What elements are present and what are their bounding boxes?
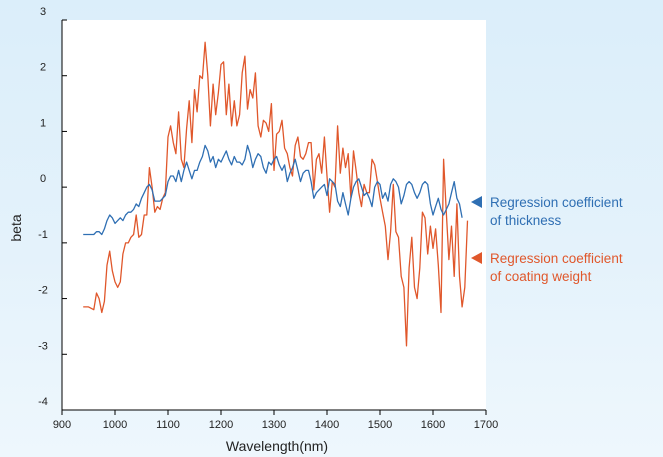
legend-label-coating-weight-line1: Regression coefficient: [490, 251, 623, 266]
y-tick-label: 3: [40, 6, 46, 18]
legend-label-thickness-line2: of thickness: [490, 213, 562, 228]
x-tick-label: 1300: [262, 419, 286, 431]
x-tick-label: 1200: [209, 419, 233, 431]
y-tick-label: -1: [38, 229, 48, 241]
y-tick-label: -4: [38, 396, 48, 408]
x-tick-label: 1000: [103, 419, 127, 431]
legend-marker-coating-weight: [471, 252, 482, 264]
x-tick-label: 900: [53, 419, 71, 431]
legend-label-coating-weight-line2: of coating weight: [490, 269, 592, 284]
y-tick-label: -3: [38, 340, 48, 352]
x-tick-label: 1700: [474, 419, 498, 431]
legend: Regression coefficient of thickness Regr…: [471, 195, 623, 284]
legend-item-thickness: Regression coefficient of thickness: [471, 195, 623, 228]
axes: 900 1000 1100 1200 1300 1400 1500 1600 1700 3 2 1 0 -…: [38, 6, 498, 431]
series-line-coating-weight: [83, 41, 469, 347]
x-axis-title: Wavelength(nm): [226, 438, 328, 454]
legend-item-coating-weight: Regression coefficient of coating weight: [471, 251, 623, 284]
series-line-thickness: [83, 144, 463, 236]
plot-background: [62, 20, 486, 410]
x-tick-label: 1100: [156, 419, 180, 431]
x-tick-label: 1500: [368, 419, 392, 431]
x-tick-label: 1600: [421, 419, 445, 431]
y-axis-title: beta: [8, 214, 24, 241]
y-tick-label: 1: [40, 117, 46, 129]
y-tick-label: 0: [40, 173, 46, 185]
legend-marker-thickness: [471, 196, 482, 208]
x-tick-label: 1400: [315, 419, 339, 431]
y-tick-label: -2: [38, 285, 48, 297]
legend-label-thickness-line1: Regression coefficient: [490, 195, 623, 210]
y-tick-label: 2: [40, 62, 46, 74]
series-lines: [83, 41, 469, 347]
